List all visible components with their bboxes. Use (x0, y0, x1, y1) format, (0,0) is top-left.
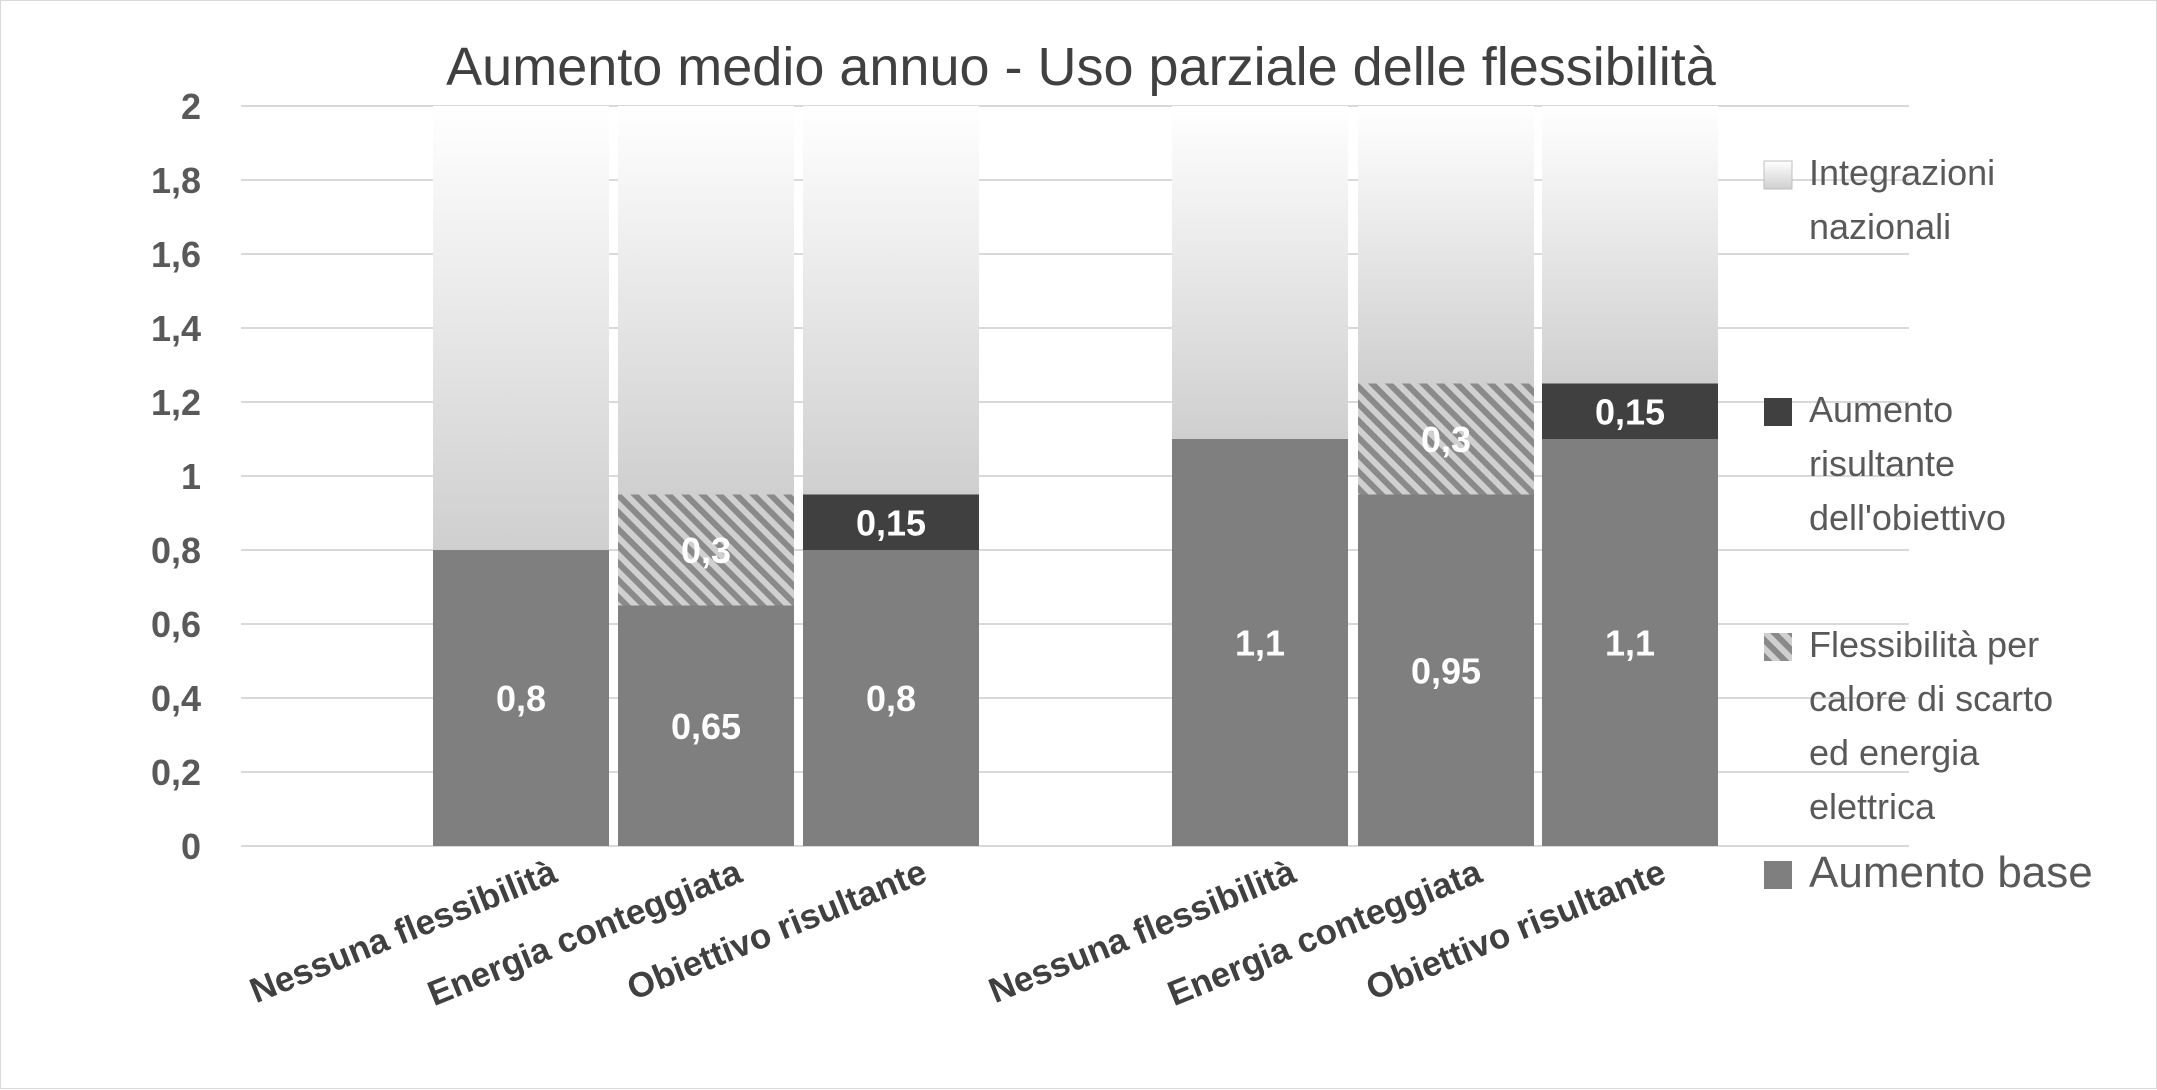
x-category-label: Nessuna flessibilità (983, 852, 1301, 1011)
x-category-label: Energia conteggiata (422, 852, 747, 1014)
y-tick-label: 0,2 (151, 752, 201, 793)
bar-segment (618, 494, 794, 606)
legend-label: dell'obiettivo (1809, 497, 2006, 538)
y-tick-label: 0,4 (151, 678, 201, 719)
data-label: 0,3 (1421, 419, 1471, 460)
chart-title: Aumento medio annuo - Uso parziale delle… (446, 37, 1717, 97)
legend: Integrazioni nazionali Aumento risultante de… (1763, 152, 2093, 897)
bar-segment (1358, 106, 1534, 384)
legend-label: Aumento (1809, 389, 1953, 430)
bar-segment (433, 550, 609, 846)
bars (433, 106, 1718, 846)
legend-label: Aumento base (1809, 848, 2093, 897)
y-tick-label: 0,6 (151, 604, 201, 645)
legend-label: ed energia (1809, 732, 1980, 773)
y-tick-label: 1 (181, 456, 201, 497)
legend-swatch (1764, 861, 1792, 889)
bar-segment (1542, 106, 1718, 384)
y-tick-label: 1,8 (151, 160, 201, 201)
y-tick-label: 1,6 (151, 234, 201, 275)
data-label: 0,95 (1411, 650, 1481, 691)
legend-label: calore di scarto (1809, 678, 2053, 719)
data-label: 1,1 (1235, 623, 1285, 664)
y-tick-label: 2 (181, 86, 201, 127)
y-tick-label: 0 (181, 826, 201, 867)
data-label: 0,15 (1595, 391, 1665, 432)
bar-segment (1172, 106, 1348, 439)
y-axis-tick-labels: 0 0,2 0,4 0,6 0,8 1 1,2 1,4 1,6 1,8 2 (151, 86, 201, 867)
legend-label: nazionali (1809, 206, 1951, 247)
data-label: 0,65 (671, 706, 741, 747)
bar-segment (803, 550, 979, 846)
x-category-label: Obiettivo risultante (622, 852, 932, 1008)
bar-segment (1172, 439, 1348, 846)
bar-segment (1542, 439, 1718, 846)
legend-label: risultante (1809, 443, 1955, 484)
bar-segment (1358, 383, 1534, 495)
data-label: 0,8 (496, 678, 546, 719)
legend-label: elettrica (1809, 786, 1936, 827)
x-category-label: Energia conteggiata (1162, 852, 1487, 1014)
x-category-label: Nessuna flessibilità (244, 852, 562, 1011)
data-label: 0,15 (856, 502, 926, 543)
legend-label: Integrazioni (1809, 152, 1995, 193)
bar-segment (433, 106, 609, 550)
y-tick-label: 1,4 (151, 308, 201, 349)
data-label: 0,3 (681, 530, 731, 571)
data-label: 0,8 (866, 678, 916, 719)
legend-swatch (1763, 160, 1793, 190)
y-tick-label: 1,2 (151, 382, 201, 423)
data-label: 1,1 (1605, 623, 1655, 664)
legend-swatch (1764, 633, 1792, 661)
bar-segment (1358, 494, 1534, 846)
y-tick-label: 0,8 (151, 530, 201, 571)
bar-segment (803, 106, 979, 495)
bar-segment (803, 494, 979, 550)
data-labels: 0,8 0,65 0,8 1,1 0,95 1,1 0,3 0,3 0,15 0,15 (496, 391, 1665, 747)
bar-segment (618, 605, 794, 846)
legend-swatch (1764, 398, 1792, 426)
bar-segment (1542, 383, 1718, 439)
x-category-label: Obiettivo risultante (1361, 852, 1671, 1008)
bar-segment (618, 106, 794, 495)
legend-label: Flessibilità per (1809, 624, 2039, 665)
